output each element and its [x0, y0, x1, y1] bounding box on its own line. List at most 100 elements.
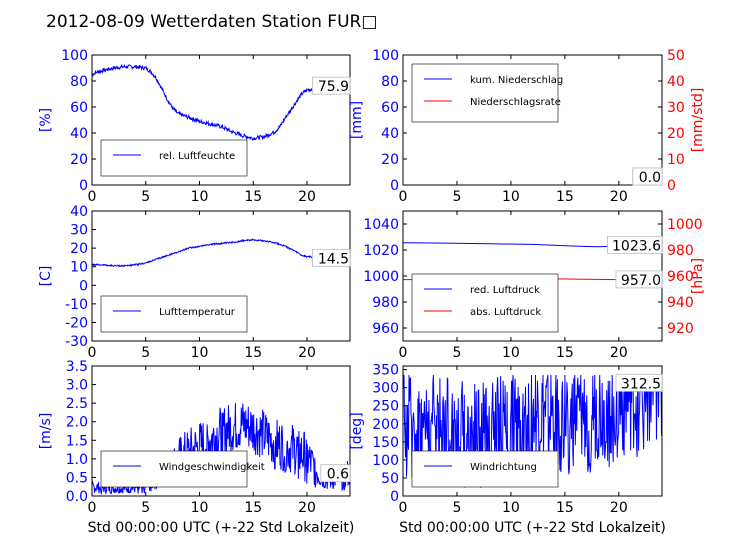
- panel-temperature: 0 5 10 15 20 -30 -20 -10 0 10 20 30 40 [C] Lufttempera…: [38, 204, 351, 361]
- y-tick-label: 1.0: [66, 452, 88, 468]
- x-tick-label: 15: [556, 345, 574, 361]
- legend-label: abs. Luftdruck: [470, 307, 541, 318]
- y2-tick-label: 10: [667, 152, 685, 168]
- legend-label: Windrichtung: [470, 462, 537, 473]
- plot-frame: [91, 365, 351, 497]
- x-tick-label: 10: [502, 189, 520, 205]
- y-tick-label: 20: [70, 152, 88, 168]
- y-axis-label: [%]: [38, 108, 54, 132]
- x-tick-label: 10: [191, 345, 209, 361]
- y-tick-label: 80: [70, 74, 88, 90]
- legend-label: rel. Luftfeuchte: [159, 151, 235, 162]
- x-tick-label: 15: [244, 345, 262, 361]
- x-tick-label: 5: [452, 189, 461, 205]
- x-tick-label: 15: [556, 500, 574, 516]
- y-tick-label: 2.0: [66, 415, 88, 431]
- last-value-annotation-2: 957.0: [621, 273, 661, 289]
- y-axis-label: [m/s]: [38, 413, 54, 450]
- y-tick-label: 40: [70, 204, 88, 220]
- y2-tick-label: 980: [667, 243, 694, 259]
- y-tick-label: 200: [372, 417, 399, 433]
- legend: Windrichtung: [411, 450, 559, 488]
- y-tick-label: 30: [70, 223, 88, 239]
- y-tick-label: -30: [65, 334, 88, 350]
- y-axis-label: [mm]: [349, 101, 365, 139]
- y-tick-label: 250: [372, 399, 399, 415]
- y-tick-label: -10: [65, 297, 88, 313]
- x-tick-label: 20: [610, 189, 628, 205]
- y2-tick-label: 960: [667, 269, 694, 285]
- y-tick-label: 3.5: [66, 359, 88, 375]
- x-tick-label: 10: [502, 500, 520, 516]
- y-tick-label: 40: [70, 126, 88, 142]
- legend-label: Windgeschwindigkeit: [159, 462, 265, 473]
- panel-windspeed: 0 5 10 15 20 0.0 0.5 1.0 1.5 2.0 2.5 3.0 3.5 [m/s] Std…: [38, 359, 354, 536]
- legend-label: red. Luftdruck: [470, 285, 540, 296]
- x-tick-label: 5: [141, 345, 150, 361]
- y-tick-label: 300: [372, 381, 399, 397]
- x-axis-label: Std 00:00:00 UTC (+-22 Std Lokalzeit): [88, 520, 355, 536]
- last-value-annotation: 1023.6: [612, 238, 661, 254]
- last-value-annotation-2: 0.0: [639, 170, 661, 186]
- y-tick-label: 2.5: [66, 396, 88, 412]
- panel-pressure: 0 5 10 15 20 960 980 1000 1020 1040 920 940 960 980 10…: [363, 210, 706, 361]
- x-tick-label: 10: [191, 189, 209, 205]
- x-tick-label: 10: [191, 500, 209, 516]
- y-tick-label: 60: [70, 100, 88, 116]
- y-tick-label: 50: [381, 471, 399, 487]
- x-tick-label: 5: [141, 189, 150, 205]
- x-tick-label: 15: [244, 500, 262, 516]
- x-tick-label: 0: [399, 345, 408, 361]
- x-tick-label: 0: [399, 500, 408, 516]
- last-value-annotation: 75.9: [318, 79, 349, 95]
- y-tick-label: 100: [61, 48, 88, 64]
- y-tick-label: 100: [372, 48, 399, 64]
- plot-frame: [91, 54, 351, 186]
- last-value-annotation-box: [320, 464, 351, 483]
- legend: Lufttemperatur: [100, 295, 248, 333]
- legend-label: Niederschlagsrate: [470, 97, 561, 108]
- last-value-annotation-2-box: [632, 167, 663, 186]
- panel-humidity: 0 5 10 15 20 0 20 40 60 80 100 [%] rel. Luftfeuchte 7…: [38, 48, 351, 205]
- plot-frame: [402, 54, 663, 186]
- x-tick-label: 10: [502, 345, 520, 361]
- legend-box: [100, 295, 248, 333]
- legend-label: Lufttemperatur: [159, 307, 236, 318]
- x-tick-label: 20: [610, 345, 628, 361]
- x-tick-label: 0: [88, 500, 97, 516]
- y-tick-label: 0: [390, 489, 399, 505]
- x-tick-label: 20: [298, 189, 316, 205]
- series-line-1: [91, 238, 351, 268]
- y2-tick-label: 940: [667, 295, 694, 311]
- y2-tick-label: 920: [667, 321, 694, 337]
- y2-tick-label: 50: [667, 48, 685, 64]
- y-axis-label: [deg]: [349, 412, 365, 449]
- legend: Windgeschwindigkeit: [100, 450, 265, 488]
- y-tick-label: 80: [381, 74, 399, 90]
- y-tick-label: 100: [372, 453, 399, 469]
- legend-box: [411, 273, 559, 333]
- y-tick-label: 0: [79, 178, 88, 194]
- x-tick-label: 0: [88, 189, 97, 205]
- legend-box: [100, 450, 248, 488]
- last-value-annotation-box: [615, 373, 663, 392]
- legend-box: [411, 450, 559, 488]
- y2-tick-label: 0: [667, 178, 676, 194]
- y-tick-label: 1.5: [66, 433, 88, 449]
- panel-precipitation: 0 5 10 15 20 0 20 40 60 80 100 0 10 20 30 40 50 [mm] [mm/s…: [349, 48, 706, 205]
- x-tick-label: 0: [399, 189, 408, 205]
- legend-box: [100, 139, 248, 177]
- plot-frame: [91, 210, 351, 342]
- y-tick-label: 1040: [363, 217, 399, 233]
- x-tick-label: 20: [298, 345, 316, 361]
- y-tick-label: 0: [390, 178, 399, 194]
- legend-label: kum. Niederschlag: [470, 75, 563, 86]
- legend: rel. Luftfeuchte: [100, 139, 248, 177]
- y-tick-label: 960: [372, 321, 399, 337]
- x-axis-label: Std 00:00:00 UTC (+-22 Std Lokalzeit): [399, 520, 666, 536]
- figure-title: 2012-08-09 Wetterdaten Station FUR□: [46, 12, 377, 32]
- last-value-annotation: 14.5: [318, 251, 349, 267]
- y2-tick-label: 40: [667, 74, 685, 90]
